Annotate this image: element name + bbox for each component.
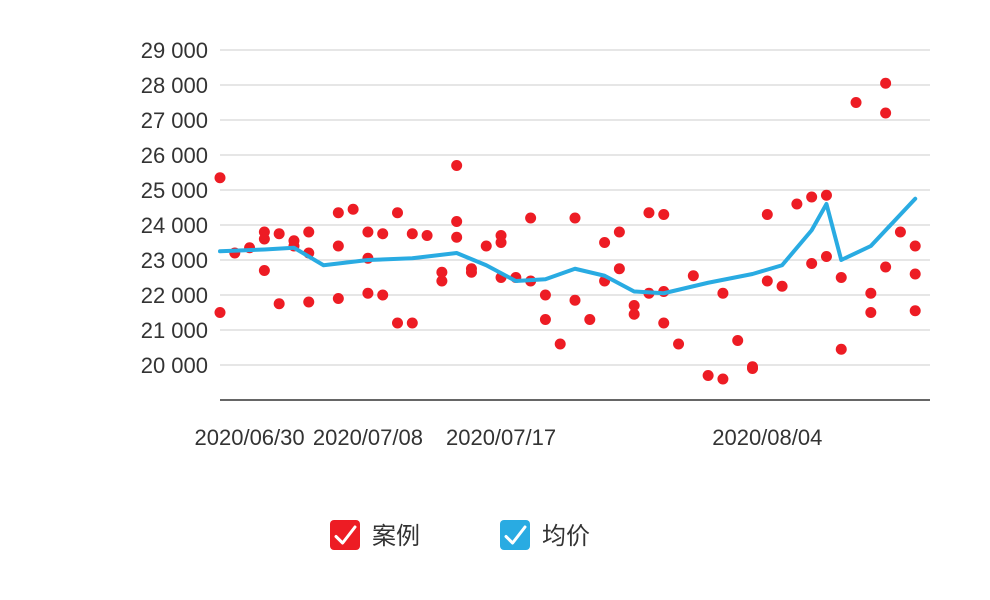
x-tick-label: 2020/08/04: [712, 425, 822, 450]
scatter-point: [762, 276, 773, 287]
legend-swatch-line[interactable]: [500, 520, 530, 550]
scatter-point: [910, 269, 921, 280]
price-chart: 20 000 21 000 22 000 23 000 24 000 25 000 26 0…: [0, 0, 990, 600]
scatter-point: [215, 172, 226, 183]
scatter-point: [851, 97, 862, 108]
scatter-point: [865, 288, 876, 299]
scatter-point: [895, 227, 906, 238]
scatter-point: [836, 272, 847, 283]
scatter-point: [303, 227, 314, 238]
scatter-point: [747, 361, 758, 372]
y-tick-label: 29 000: [141, 38, 208, 63]
x-tick-label: 2020/07/17: [446, 425, 556, 450]
x-tick-label: 2020/07/08: [313, 425, 423, 450]
scatter-point: [451, 216, 462, 227]
scatter-point: [392, 207, 403, 218]
scatter-point: [614, 227, 625, 238]
scatter-point: [836, 344, 847, 355]
legend-swatch-scatter[interactable]: [330, 520, 360, 550]
scatter-point: [880, 262, 891, 273]
scatter-point: [466, 267, 477, 278]
scatter-point: [865, 307, 876, 318]
scatter-point: [348, 204, 359, 215]
scatter-point: [599, 237, 610, 248]
scatter-point: [362, 288, 373, 299]
legend-label-scatter: 案例: [372, 523, 420, 550]
scatter-point: [392, 318, 403, 329]
scatter-point: [658, 318, 669, 329]
scatter-point: [451, 232, 462, 243]
scatter-point: [555, 339, 566, 350]
scatter-point: [333, 207, 344, 218]
y-tick-label: 25 000: [141, 178, 208, 203]
scatter-point: [806, 258, 817, 269]
scatter-point: [717, 288, 728, 299]
scatter-point: [791, 199, 802, 210]
scatter-point: [436, 267, 447, 278]
y-tick-label: 23 000: [141, 248, 208, 273]
scatter-point: [377, 290, 388, 301]
scatter-point: [303, 297, 314, 308]
y-tick-label: 22 000: [141, 283, 208, 308]
scatter-point: [481, 241, 492, 252]
y-tick-label: 20 000: [141, 353, 208, 378]
scatter-point: [540, 290, 551, 301]
scatter-point: [259, 265, 270, 276]
y-tick-label: 21 000: [141, 318, 208, 343]
scatter-point: [880, 108, 891, 119]
scatter-point: [762, 209, 773, 220]
scatter-point: [717, 374, 728, 385]
scatter-point: [732, 335, 743, 346]
scatter-point: [673, 339, 684, 350]
legend-label-line: 均价: [542, 523, 590, 550]
scatter-point: [777, 281, 788, 292]
y-tick-label: 26 000: [141, 143, 208, 168]
scatter-point: [703, 370, 714, 381]
scatter-point: [821, 190, 832, 201]
x-tick-label: 2020/06/30: [195, 425, 305, 450]
scatter-point: [407, 228, 418, 239]
scatter-point: [274, 298, 285, 309]
scatter-point: [362, 227, 373, 238]
scatter-point: [333, 293, 344, 304]
scatter-point: [658, 209, 669, 220]
scatter-point: [525, 213, 536, 224]
scatter-point: [407, 318, 418, 329]
scatter-point: [451, 160, 462, 171]
scatter-point: [377, 228, 388, 239]
scatter-point: [910, 241, 921, 252]
scatter-point: [584, 314, 595, 325]
scatter-point: [688, 270, 699, 281]
scatter-point: [910, 305, 921, 316]
y-tick-label: 27 000: [141, 108, 208, 133]
y-tick-label: 24 000: [141, 213, 208, 238]
scatter-point: [806, 192, 817, 203]
scatter-point: [215, 307, 226, 318]
scatter-point: [821, 251, 832, 262]
scatter-point: [274, 228, 285, 239]
scatter-point: [570, 295, 581, 306]
scatter-point: [288, 235, 299, 246]
y-tick-label: 28 000: [141, 73, 208, 98]
scatter-point: [570, 213, 581, 224]
scatter-point: [259, 234, 270, 245]
scatter-point: [422, 230, 433, 241]
scatter-point: [880, 78, 891, 89]
scatter-point: [629, 300, 640, 311]
scatter-point: [496, 230, 507, 241]
scatter-point: [614, 263, 625, 274]
chart-svg: 20 000 21 000 22 000 23 000 24 000 25 000 26 0…: [0, 0, 990, 600]
scatter-point: [333, 241, 344, 252]
scatter-point: [643, 207, 654, 218]
scatter-point: [540, 314, 551, 325]
